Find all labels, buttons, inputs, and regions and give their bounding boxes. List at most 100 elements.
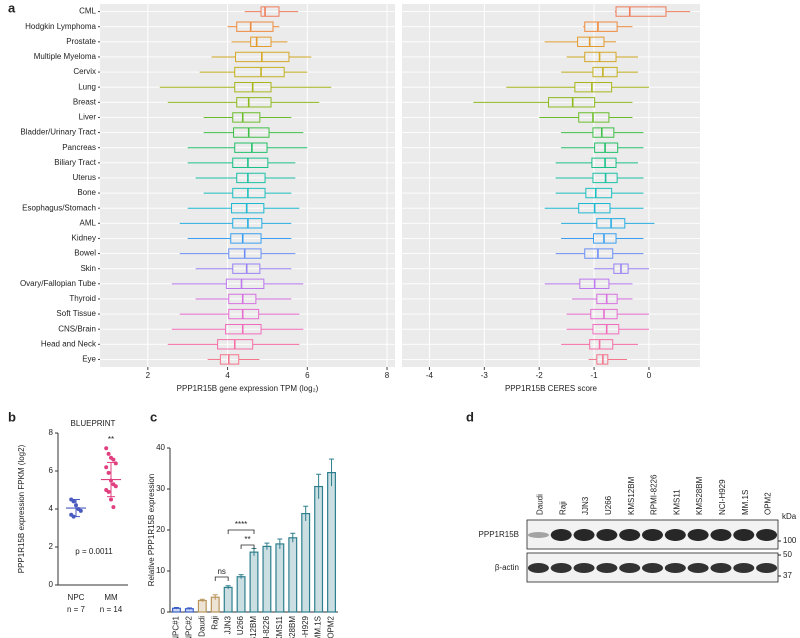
point [113,484,118,489]
category-label: Cervix [73,67,96,76]
point [104,465,109,470]
band [550,529,572,541]
lane-label: Daudi [536,494,545,515]
x-tick-label: -1 [591,371,599,380]
band [596,529,618,541]
box [594,142,619,153]
y-axis-label: Relative PPP1R15B expression [147,474,156,587]
x-tick-label: MM [104,593,118,602]
chart-title: BLUEPRINT [71,419,116,428]
band [664,563,686,573]
lane-label: RPMI-8226 [650,474,659,515]
band [733,563,755,573]
annotation: p = 0.0011 [75,547,113,556]
panel-label: d [466,409,474,424]
box [232,112,261,123]
y-tick-label: 40 [156,443,165,452]
category-label: Bone [77,188,96,197]
box [615,6,667,17]
n-label: n = 14 [100,605,123,614]
category-label: Liver [79,113,97,122]
band [596,563,618,573]
plot-background [402,4,700,367]
bar [223,586,233,613]
box [548,97,596,108]
annotation: ns [217,567,225,576]
x-tick-label: KMS11 [275,615,284,638]
n-label: n = 7 [67,605,86,614]
unit-label: kDa [782,512,797,521]
annotation: **** [235,520,247,529]
box [236,97,272,108]
x-tick-label: JJN3 [223,615,232,634]
box [584,21,618,32]
x-tick-label: NPC#1 [172,615,181,638]
bar [262,545,272,613]
box [230,233,262,244]
point [104,446,109,451]
bar [197,599,207,613]
point [106,470,111,475]
x-tick-label: NPC#2 [184,615,193,638]
significance-bracket [240,544,255,549]
point [71,499,76,504]
category-label: Soft Tissue [56,309,96,318]
box [225,278,265,290]
x-axis-label: PPP1R15B gene expression TPM (log₂) [177,384,319,393]
marker-label: 50 [783,550,792,559]
category-label: Multiple Myeloma [34,52,97,61]
lane-label: Raji [558,501,567,515]
y-tick-label: 0 [49,580,54,589]
band [642,563,663,573]
box [250,36,272,48]
band [710,529,732,541]
lane-label: U266 [604,495,613,515]
x-tick-label: MM.1S [314,616,323,638]
band [550,563,572,573]
x-tick-label: NCI-H929 [301,615,310,638]
box [591,157,617,169]
x-axis-label: PPP1R15B CERES score [505,384,598,393]
point [111,457,116,462]
band [573,529,595,541]
band [527,563,549,573]
box [577,36,605,48]
box [233,127,270,138]
box [593,233,617,244]
box [574,81,613,93]
y-tick-label: 10 [156,566,165,575]
box [584,248,614,259]
x-tick-label: KMS28BM [288,616,297,638]
box [234,142,268,153]
significance-bracket [214,576,229,581]
point [106,451,111,456]
band [687,529,709,541]
annotation: ** [108,435,114,444]
point [111,505,116,510]
category-label: Head and Neck [41,339,97,348]
x-tick-label: KMS12BM [249,616,258,638]
marker-label: 100 [783,536,797,545]
x-tick-label: 4 [225,371,230,380]
category-label: Pancreas [62,143,96,152]
band [756,563,778,573]
box [589,339,614,350]
box [232,187,266,199]
x-tick-label: -4 [426,371,434,380]
bar [236,576,246,613]
box [260,6,280,17]
band [642,529,663,541]
x-tick-label: -3 [481,371,489,380]
y-tick-label: 6 [49,466,54,475]
band [710,563,732,573]
category-label: CML [79,7,96,16]
lane-label: KMS12BM [627,476,636,515]
x-tick-label: 6 [305,371,310,380]
category-label: Prostate [66,37,96,46]
y-tick-label: 4 [49,504,54,513]
box [585,187,613,199]
x-tick-label: U266 [236,615,245,635]
category-label: Kidney [72,234,96,243]
band [619,563,641,573]
